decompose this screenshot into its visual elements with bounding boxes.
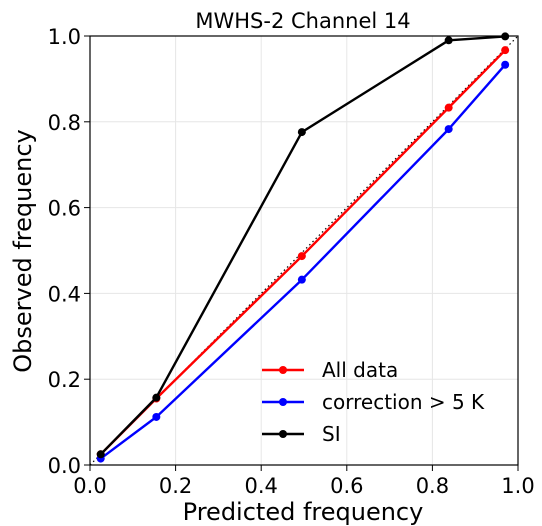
y-tick-label: 1.0 bbox=[48, 25, 81, 49]
series-1 bbox=[96, 60, 510, 463]
data-point bbox=[297, 252, 306, 261]
legend: All data correction > 5 K SI bbox=[262, 358, 485, 446]
data-point bbox=[444, 103, 453, 112]
y-tick-label: 0.4 bbox=[48, 282, 81, 306]
data-point bbox=[152, 393, 161, 402]
legend-entry: SI bbox=[262, 422, 341, 446]
x-tick-label: 0.2 bbox=[159, 474, 192, 498]
tick-marks bbox=[84, 35, 519, 471]
data-point bbox=[444, 36, 453, 45]
series-layer bbox=[96, 32, 510, 463]
legend-swatch-marker bbox=[279, 430, 287, 438]
x-tick-label: 0.6 bbox=[330, 474, 363, 498]
y-tick-label: 0.2 bbox=[48, 368, 81, 392]
data-point bbox=[444, 125, 453, 134]
y-tick-label: 0.8 bbox=[48, 111, 81, 135]
x-tick-labels: 0.0 0.2 0.4 0.6 0.8 1.0 bbox=[73, 474, 534, 498]
data-point bbox=[297, 275, 306, 284]
legend-label: All data bbox=[322, 358, 398, 382]
y-axis-label: Observed frequency bbox=[9, 129, 37, 372]
y-tick-label: 0.6 bbox=[48, 197, 81, 221]
legend-label: SI bbox=[322, 422, 341, 446]
y-tick-labels: 0.0 0.2 0.4 0.6 0.8 1.0 bbox=[48, 25, 81, 478]
legend-swatch-marker bbox=[279, 398, 287, 406]
legend-swatch-marker bbox=[279, 366, 287, 374]
legend-entry: All data bbox=[262, 358, 398, 382]
x-tick-label: 0.0 bbox=[73, 474, 106, 498]
legend-entry: correction > 5 K bbox=[262, 390, 485, 414]
x-axis-label: Predicted frequency bbox=[183, 498, 424, 526]
data-point bbox=[96, 450, 105, 459]
x-tick-label: 1.0 bbox=[501, 474, 534, 498]
legend-label: correction > 5 K bbox=[322, 390, 485, 414]
data-point bbox=[501, 60, 510, 69]
y-tick-label: 0.0 bbox=[48, 454, 81, 478]
data-point bbox=[152, 412, 161, 421]
chart-title: MWHS-2 Channel 14 bbox=[195, 9, 410, 33]
x-tick-label: 0.4 bbox=[244, 474, 277, 498]
data-point bbox=[297, 128, 306, 137]
x-tick-label: 0.8 bbox=[416, 474, 449, 498]
data-point bbox=[501, 46, 510, 55]
plot-frame bbox=[89, 35, 519, 466]
